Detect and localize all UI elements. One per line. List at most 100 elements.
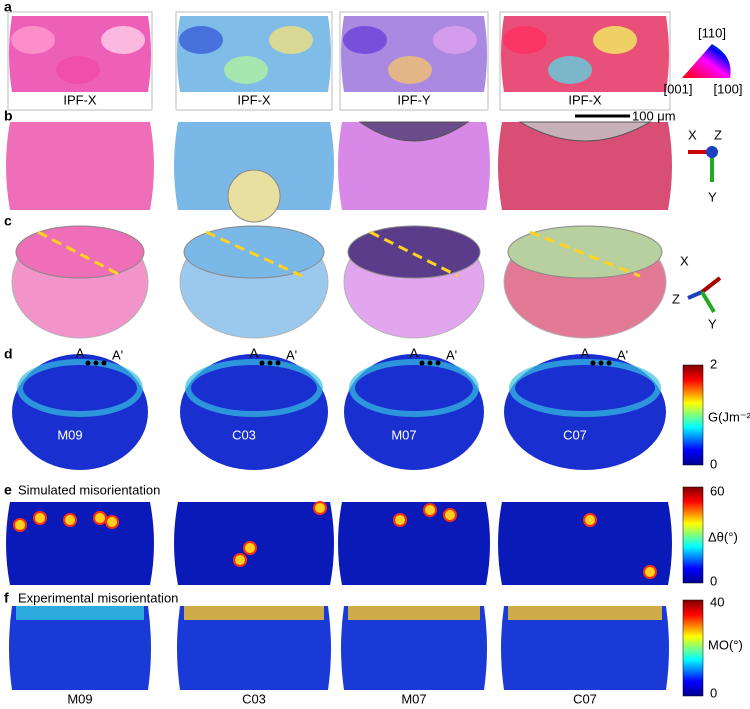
grain <box>56 56 100 84</box>
hotspot <box>93 511 107 525</box>
hotspot <box>423 503 437 517</box>
sample-label: M07 <box>391 427 416 442</box>
legend-label: [100] <box>714 81 743 96</box>
colorbar-tick: 0 <box>710 685 717 700</box>
hotspot <box>105 515 119 529</box>
hotspot <box>233 553 247 567</box>
sample-label: C07 <box>563 427 587 442</box>
grain <box>101 26 145 54</box>
colorbar <box>682 364 704 466</box>
hotspot <box>63 513 77 527</box>
marker-dot <box>435 360 441 366</box>
energy-top <box>185 359 323 417</box>
marker-dot <box>101 360 107 366</box>
marker-label: A <box>76 345 85 360</box>
energy-top <box>349 359 479 417</box>
axis-label: Z <box>672 291 680 306</box>
grain-3d-top <box>15 225 145 279</box>
marker-dot <box>259 360 265 366</box>
axis-arrow <box>700 276 722 294</box>
axis-arrow <box>700 290 716 314</box>
marker-dot <box>606 360 612 366</box>
energy-top <box>17 359 143 417</box>
grain <box>224 56 268 84</box>
sample-label: C03 <box>232 427 256 442</box>
grain-cluster <box>227 169 281 223</box>
ipf-map-frame <box>339 11 489 111</box>
panel-label: f <box>4 590 9 606</box>
section-line <box>205 230 303 278</box>
grain-3d-top <box>347 225 481 279</box>
marker-dot <box>590 360 596 366</box>
marker-dot <box>275 360 281 366</box>
hotspot <box>583 513 597 527</box>
marker-label: A' <box>286 347 297 362</box>
hotspot <box>243 541 257 555</box>
misorientation-map <box>6 502 154 585</box>
sample-label: M09 <box>57 427 82 442</box>
caption: IPF-Y <box>397 92 431 107</box>
colorbar <box>682 486 704 584</box>
grain-section <box>338 122 490 210</box>
legend-label: [001] <box>664 81 693 96</box>
hotspot <box>13 518 27 532</box>
legend-label: [110] <box>698 25 726 40</box>
marker-dot <box>93 360 99 366</box>
panel-label: a <box>4 0 12 15</box>
colorbar-tick: 60 <box>710 483 724 498</box>
colorbar-tick: 0 <box>710 573 717 588</box>
marker-label: A' <box>617 347 628 362</box>
marker-label: A <box>250 345 259 360</box>
misorientation-map <box>338 502 490 585</box>
panel-title: Experimental misorientation <box>18 590 178 605</box>
caption: IPF-X <box>568 92 602 107</box>
section-line <box>369 230 459 278</box>
ipf-map-frame <box>175 11 333 111</box>
colorbar-label: G(Jm⁻²) <box>708 409 750 424</box>
high-mo-band <box>16 606 144 620</box>
colorbar <box>682 599 704 697</box>
grain <box>179 26 223 54</box>
energy-top <box>509 359 661 417</box>
scale-bar-label: 100 μm <box>632 108 676 123</box>
sample-label: C07 <box>573 691 597 706</box>
marker-dot <box>267 360 273 366</box>
grain-cluster <box>518 121 652 142</box>
colorbar-tick: 2 <box>710 356 717 371</box>
grain <box>433 26 477 54</box>
marker-dot <box>427 360 433 366</box>
marker-dot <box>85 360 91 366</box>
colorbar-label: Δθ(°) <box>708 529 738 544</box>
marker-dot <box>598 360 604 366</box>
hotspot <box>393 513 407 527</box>
hotspot <box>313 501 327 515</box>
grain-section <box>498 122 672 210</box>
hotspot <box>443 508 457 522</box>
grain-cluster <box>358 121 470 142</box>
caption: IPF-X <box>63 92 97 107</box>
marker-label: A <box>410 345 419 360</box>
grain <box>548 56 592 84</box>
experimental-map <box>177 606 331 690</box>
experimental-map <box>501 606 669 690</box>
grain <box>269 26 313 54</box>
ipf-triangle <box>682 44 731 78</box>
grain <box>11 26 55 54</box>
sample-label: C03 <box>242 691 266 706</box>
grain-section <box>6 122 154 210</box>
panel-label: d <box>4 346 13 362</box>
axis-label: Z <box>714 127 722 142</box>
panel-label: b <box>4 108 13 124</box>
panel-images: A A' M09 M09 A A' C03 C03 A A' M07 M07 A A' C07 C07 <box>6 11 672 706</box>
marker-label: A' <box>112 347 123 362</box>
grain <box>388 56 432 84</box>
caption: IPF-X <box>237 92 271 107</box>
colorbar-label: MO(°) <box>708 637 743 652</box>
axis-dot <box>706 146 718 158</box>
colorbar-tick: 40 <box>710 594 724 609</box>
marker-dot <box>419 360 425 366</box>
axis-label: Y <box>708 316 717 331</box>
high-mo-band <box>184 606 324 620</box>
axis-label: Y <box>708 189 717 204</box>
